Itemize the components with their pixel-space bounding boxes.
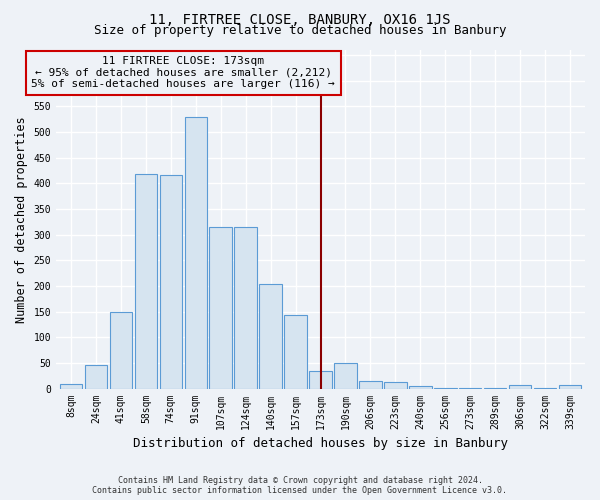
Bar bbox=[309, 370, 332, 388]
Bar bbox=[259, 284, 282, 389]
Y-axis label: Number of detached properties: Number of detached properties bbox=[15, 116, 28, 322]
Text: Size of property relative to detached houses in Banbury: Size of property relative to detached ho… bbox=[94, 24, 506, 37]
Bar bbox=[384, 382, 407, 388]
Bar bbox=[185, 116, 207, 388]
Bar bbox=[60, 384, 82, 388]
Bar bbox=[409, 386, 431, 388]
Bar bbox=[235, 227, 257, 388]
Text: 11 FIRTREE CLOSE: 173sqm
← 95% of detached houses are smaller (2,212)
5% of semi: 11 FIRTREE CLOSE: 173sqm ← 95% of detach… bbox=[31, 56, 335, 90]
X-axis label: Distribution of detached houses by size in Banbury: Distribution of detached houses by size … bbox=[133, 437, 508, 450]
Text: Contains HM Land Registry data © Crown copyright and database right 2024.
Contai: Contains HM Land Registry data © Crown c… bbox=[92, 476, 508, 495]
Bar bbox=[509, 385, 532, 388]
Bar bbox=[209, 227, 232, 388]
Bar bbox=[160, 174, 182, 388]
Bar bbox=[359, 381, 382, 388]
Bar bbox=[284, 315, 307, 388]
Bar bbox=[110, 312, 132, 388]
Bar bbox=[334, 363, 356, 388]
Text: 11, FIRTREE CLOSE, BANBURY, OX16 1JS: 11, FIRTREE CLOSE, BANBURY, OX16 1JS bbox=[149, 12, 451, 26]
Bar bbox=[134, 174, 157, 388]
Bar bbox=[85, 366, 107, 388]
Bar bbox=[559, 385, 581, 388]
